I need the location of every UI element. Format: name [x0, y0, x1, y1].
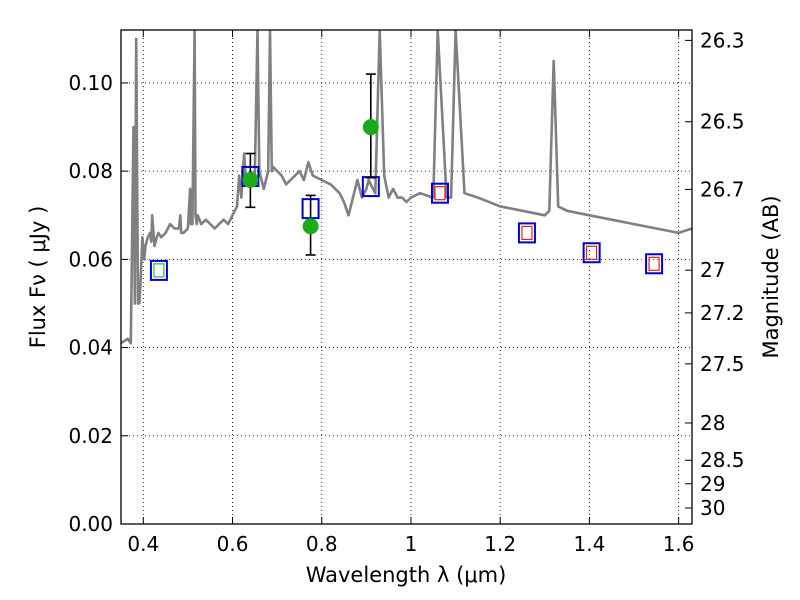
spectrum-line — [121, 30, 692, 345]
observed-point — [362, 119, 379, 136]
x-tick-label: 1.6 — [663, 532, 695, 556]
x-tick-label: 1.2 — [484, 532, 516, 556]
y-axis-title: Flux Fν ( μJy ) — [26, 206, 50, 349]
y-tick-label: 0.04 — [68, 336, 113, 360]
inner-square-marker — [153, 263, 165, 278]
observed-point — [302, 218, 319, 235]
x-tick-label: 1 — [405, 532, 418, 556]
y-tick-label: 0.10 — [68, 71, 113, 95]
x-tick-label: 0.8 — [306, 532, 338, 556]
model-square-marker — [517, 222, 536, 244]
x-tick-label: 1.4 — [573, 532, 605, 556]
y2-axis-title: Magnitude (AB) — [759, 195, 783, 358]
inner-square-marker — [521, 225, 533, 240]
y2-tick-label: 29 — [700, 472, 725, 496]
y2-tick-label: 30 — [700, 496, 725, 520]
y2-tick-label: 28 — [700, 411, 725, 435]
model-square-marker — [430, 182, 449, 204]
y2-tick-label: 28.5 — [700, 448, 745, 472]
template-spectrum — [121, 30, 692, 345]
y-tick-label: 0.02 — [68, 424, 113, 448]
x-axis-title: Wavelength λ (μm) — [306, 563, 507, 587]
y2-tick-label: 26.7 — [700, 177, 745, 201]
observed-point — [242, 171, 259, 188]
inner-square-marker — [434, 186, 446, 201]
y2-tick-label: 26.5 — [700, 110, 745, 134]
y2-tick-label: 27.5 — [700, 352, 745, 376]
y-tick-label: 0.06 — [68, 247, 113, 271]
y-tick-label: 0.00 — [68, 512, 113, 536]
axis-ticks: 0.4 0.6 0.8 1 1.2 1.4 1.6 0.00 0.02 0.04 0.06 0.08 0… — [68, 28, 744, 556]
inner-square-marker — [648, 256, 660, 271]
plot-frame — [120, 29, 693, 525]
y2-tick-label: 27 — [700, 258, 725, 282]
x-tick-label: 0.6 — [217, 532, 249, 556]
model-square-marker — [149, 259, 168, 281]
y-tick-label: 0.08 — [68, 159, 113, 183]
x-tick-label: 0.4 — [127, 532, 159, 556]
inner-square-marker — [586, 245, 598, 260]
photometry-markers — [149, 73, 664, 281]
model-square-marker — [582, 242, 601, 264]
model-square-marker — [645, 253, 664, 275]
y2-tick-label: 27.2 — [700, 301, 745, 325]
y2-tick-label: 26.3 — [700, 28, 745, 52]
